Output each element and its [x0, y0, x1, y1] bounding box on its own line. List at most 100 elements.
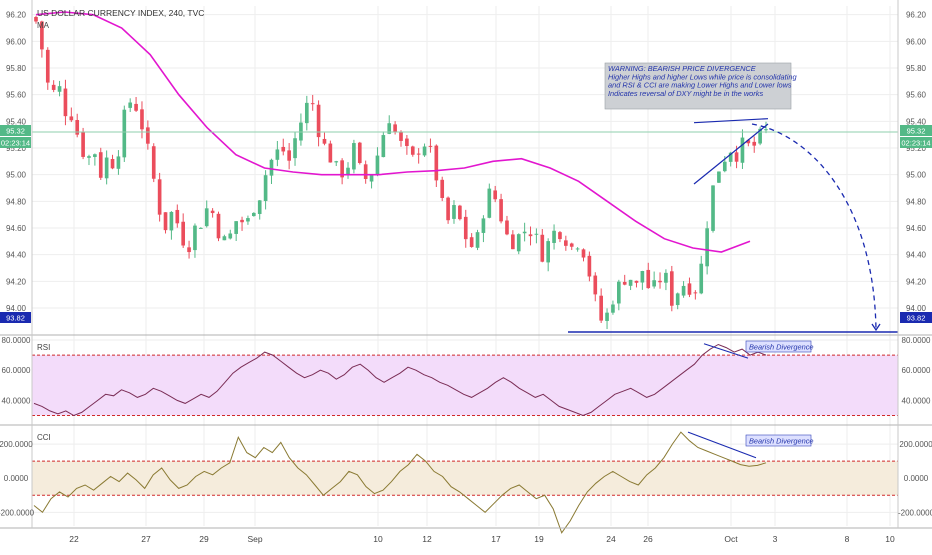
candle[interactable] — [375, 147, 380, 177]
candle[interactable] — [705, 221, 709, 275]
candle[interactable] — [151, 143, 156, 183]
candle[interactable] — [564, 235, 568, 251]
candle[interactable] — [540, 229, 545, 263]
candle[interactable] — [587, 251, 592, 282]
candle[interactable] — [334, 160, 339, 167]
candle[interactable] — [410, 145, 415, 157]
candle[interactable] — [110, 154, 115, 170]
candle[interactable] — [251, 212, 256, 217]
candle[interactable] — [658, 272, 662, 289]
candle[interactable] — [81, 127, 85, 160]
candle[interactable] — [363, 160, 368, 184]
candle[interactable] — [269, 158, 274, 185]
candle[interactable] — [310, 94, 315, 111]
candle[interactable] — [316, 100, 321, 147]
candle[interactable] — [157, 172, 162, 222]
candle[interactable] — [187, 240, 191, 259]
candle[interactable] — [387, 115, 392, 135]
candle[interactable] — [463, 209, 468, 248]
candle[interactable] — [469, 233, 474, 248]
candle[interactable] — [522, 222, 527, 242]
candle[interactable] — [605, 308, 609, 330]
candle[interactable] — [193, 223, 197, 258]
candle[interactable] — [516, 233, 521, 255]
candle[interactable] — [199, 227, 203, 229]
candle[interactable] — [122, 105, 127, 162]
candle[interactable] — [169, 211, 174, 240]
candle[interactable] — [134, 96, 138, 112]
candle[interactable] — [640, 270, 645, 290]
candle[interactable] — [240, 216, 244, 231]
candle[interactable] — [581, 248, 586, 262]
candle[interactable] — [664, 269, 668, 291]
candle[interactable] — [440, 176, 445, 202]
candle[interactable] — [304, 95, 309, 131]
candle[interactable] — [675, 292, 680, 310]
candle[interactable] — [569, 242, 574, 251]
candle[interactable] — [234, 221, 238, 242]
candle[interactable] — [434, 144, 439, 188]
candle[interactable] — [346, 162, 350, 179]
candle[interactable] — [128, 98, 133, 112]
candle[interactable] — [446, 196, 450, 224]
candle[interactable] — [452, 200, 456, 224]
candle[interactable] — [652, 271, 656, 289]
candle[interactable] — [104, 150, 109, 185]
candle[interactable] — [98, 147, 103, 180]
candle[interactable] — [458, 204, 462, 221]
candle[interactable] — [599, 288, 603, 323]
candle[interactable] — [681, 281, 686, 298]
candle[interactable] — [216, 211, 221, 242]
candle[interactable] — [740, 129, 745, 169]
candles[interactable] — [34, 15, 768, 330]
candle[interactable] — [717, 171, 721, 183]
candle[interactable] — [481, 215, 486, 243]
candle[interactable] — [487, 183, 492, 219]
candle[interactable] — [416, 148, 421, 164]
candle[interactable] — [546, 238, 551, 272]
candle[interactable] — [646, 262, 651, 289]
candle[interactable] — [340, 158, 344, 185]
candle[interactable] — [687, 277, 692, 298]
candle[interactable] — [369, 174, 374, 189]
cci-pane[interactable]: Bearish Divergence CCI — [32, 431, 898, 534]
candle[interactable] — [405, 134, 409, 155]
candle[interactable] — [281, 138, 286, 156]
candle[interactable] — [69, 107, 74, 123]
candle[interactable] — [328, 140, 333, 163]
candle[interactable] — [575, 247, 580, 252]
candle[interactable] — [57, 80, 62, 97]
candle[interactable] — [669, 265, 674, 312]
candle[interactable] — [146, 120, 150, 150]
candle[interactable] — [275, 140, 280, 167]
candle[interactable] — [381, 131, 386, 158]
candle[interactable] — [611, 300, 615, 315]
candle[interactable] — [628, 279, 633, 291]
candle[interactable] — [764, 121, 768, 134]
rsi-pane[interactable]: Bearish Divergence RSI — [32, 339, 898, 417]
candle[interactable] — [228, 229, 233, 240]
candle[interactable] — [399, 130, 403, 147]
candle[interactable] — [534, 228, 539, 244]
candle[interactable] — [93, 153, 97, 166]
candle[interactable] — [210, 208, 215, 218]
price-pane[interactable]: WARNING: BEARISH PRICE DIVERGENCE Higher … — [32, 6, 898, 526]
candle[interactable] — [622, 274, 627, 286]
candle[interactable] — [593, 272, 598, 302]
candle[interactable] — [63, 79, 68, 126]
candle[interactable] — [711, 185, 715, 233]
candle[interactable] — [558, 230, 562, 243]
candle[interactable] — [204, 200, 209, 228]
candle[interactable] — [175, 204, 180, 228]
candle[interactable] — [263, 170, 268, 210]
candle[interactable] — [87, 154, 91, 166]
candle[interactable] — [499, 193, 503, 224]
candle[interactable] — [752, 136, 757, 153]
candle[interactable] — [222, 234, 227, 241]
candle[interactable] — [493, 185, 498, 203]
candle[interactable] — [699, 255, 704, 295]
candle[interactable] — [163, 212, 168, 234]
candle[interactable] — [322, 132, 327, 146]
candle[interactable] — [45, 47, 50, 90]
